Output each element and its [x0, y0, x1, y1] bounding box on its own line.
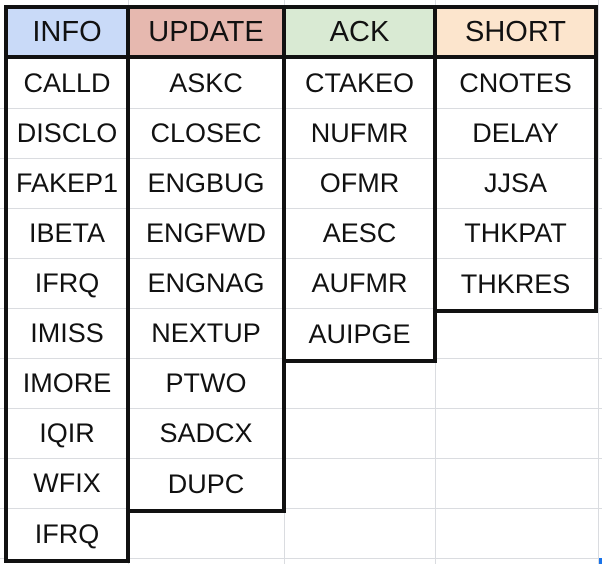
cell[interactable]: IFRQ [34, 518, 100, 549]
cell[interactable]: ASKC [130, 59, 282, 109]
cell[interactable]: CALLD [8, 59, 126, 109]
cell[interactable]: IQIR [8, 409, 126, 459]
cell[interactable]: JJSA [437, 159, 594, 209]
selection-handle[interactable] [599, 558, 602, 564]
cell[interactable]: ENGBUG [130, 159, 282, 209]
cell[interactable]: THKPAT [437, 209, 594, 259]
cell[interactable]: IMISS [8, 309, 126, 359]
grid-line [598, 0, 599, 564]
grid-line [0, 458, 602, 459]
column-update: UPDATE ASKC CLOSEC ENGBUG ENGFWD ENGNAG … [126, 5, 286, 513]
cell[interactable]: AESC [286, 209, 433, 259]
column-header-ack[interactable]: ACK [286, 9, 433, 59]
column-ack: ACK CTAKEO NUFMR OFMR AESC AUFMR AUIPGE [282, 5, 437, 363]
cell[interactable]: OFMR [286, 159, 433, 209]
column-info: INFO CALLD DISCLO FAKEP1 IBETA IFRQ IMIS… [4, 5, 130, 563]
grid-line [0, 508, 602, 509]
cell[interactable]: ENGFWD [130, 209, 282, 259]
cell[interactable]: ENGNAG [130, 259, 282, 309]
grid-line [0, 408, 602, 409]
cell[interactable]: AUIPGE [308, 318, 411, 349]
cell[interactable]: CLOSEC [130, 109, 282, 159]
cell[interactable]: DELAY [437, 109, 594, 159]
cell[interactable]: NEXTUP [130, 309, 282, 359]
column-header-update[interactable]: UPDATE [130, 9, 282, 59]
cell[interactable]: PTWO [130, 359, 282, 409]
cell[interactable]: THKRES [460, 268, 571, 299]
cell[interactable]: SADCX [130, 409, 282, 459]
column-header-info[interactable]: INFO [8, 9, 126, 59]
cell[interactable]: WFIX [8, 459, 126, 509]
cell[interactable]: CNOTES [437, 59, 594, 109]
column-short: SHORT CNOTES DELAY JJSA THKPAT THKRES [433, 5, 598, 313]
cell[interactable]: DISCLO [8, 109, 126, 159]
cell[interactable]: AUFMR [286, 259, 433, 309]
cell[interactable]: CTAKEO [286, 59, 433, 109]
cell[interactable]: IFRQ [8, 259, 126, 309]
cell[interactable]: IBETA [8, 209, 126, 259]
cell[interactable]: IMORE [8, 359, 126, 409]
cell[interactable]: NUFMR [286, 109, 433, 159]
column-header-short[interactable]: SHORT [437, 9, 594, 59]
cell[interactable]: FAKEP1 [8, 159, 126, 209]
grid-line [0, 558, 602, 559]
cell[interactable]: DUPC [167, 468, 245, 499]
